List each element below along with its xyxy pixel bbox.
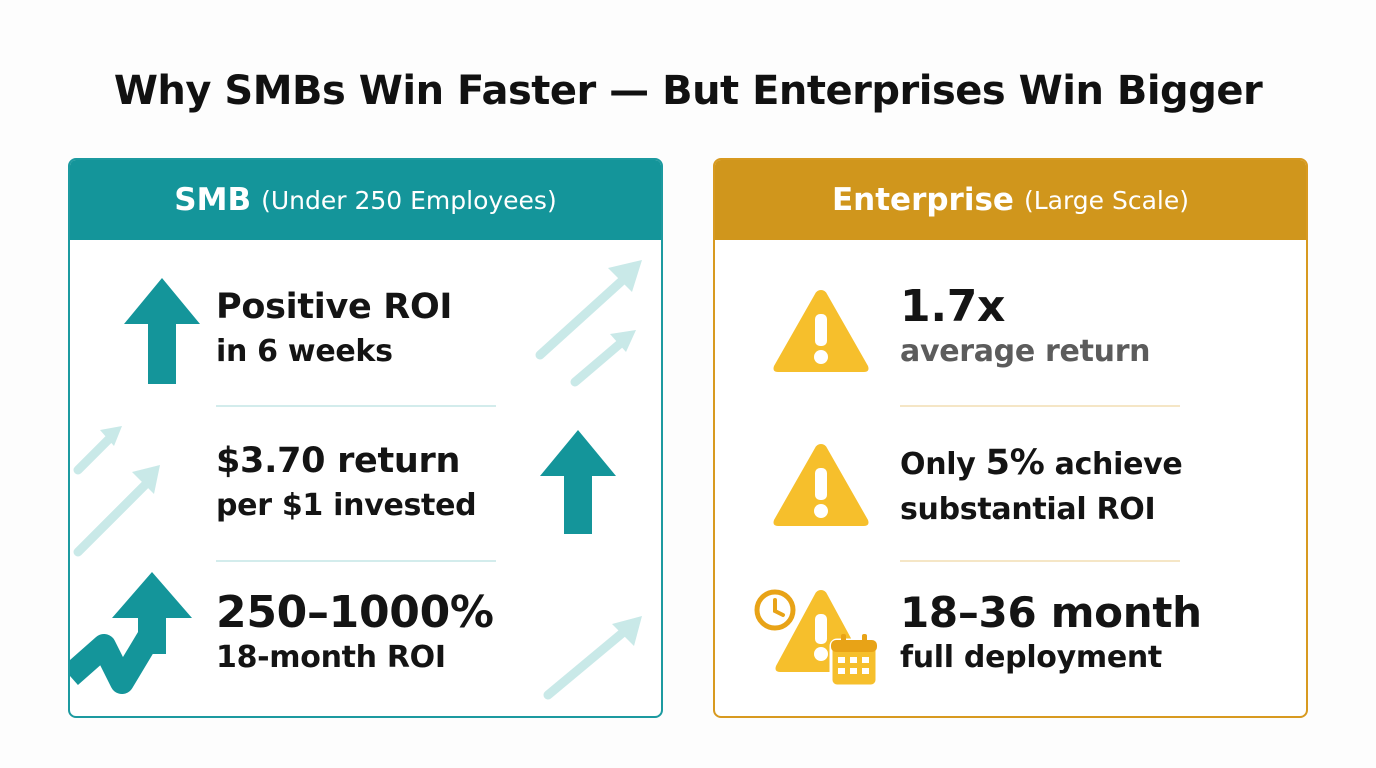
- smb-panel-header: SMB (Under 250 Employees): [70, 160, 661, 240]
- enterprise-header-subtitle: (Large Scale): [1023, 185, 1190, 215]
- enterprise-panel-header: Enterprise (Large Scale): [715, 160, 1306, 240]
- enterprise-item-3-label: full deployment: [900, 640, 1162, 675]
- divider: [216, 560, 496, 562]
- enterprise-panel: Enterprise (Large Scale) 1.7x average re…: [713, 158, 1308, 718]
- warning-icon: [773, 444, 869, 526]
- enterprise-item-deployment: 18–36 month full deployment: [900, 590, 1202, 680]
- enterprise-item-1-label: average return: [900, 334, 1151, 369]
- smb-header-title: SMB: [174, 182, 252, 218]
- warning-icon: [773, 290, 869, 372]
- smb-item-2-value: $3.70 return: [216, 441, 461, 481]
- smb-item-2-label: per $1 invested: [216, 488, 477, 523]
- smb-item-roi-weeks: Positive ROI in 6 weeks: [216, 284, 452, 374]
- enterprise-item-1-value: 1.7x: [900, 281, 1006, 332]
- only-text: Only: [900, 447, 986, 482]
- smb-item-roi-percent: 250–1000% 18-month ROI: [216, 590, 494, 680]
- divider: [900, 560, 1180, 562]
- smb-item-1-label: in 6 weeks: [216, 334, 393, 369]
- smb-item-1-value: Positive ROI: [216, 287, 453, 327]
- smb-panel: SMB (Under 250 Employees): [68, 158, 663, 718]
- divider: [216, 405, 496, 407]
- divider: [900, 405, 1180, 407]
- smb-item-return: $3.70 return per $1 invested: [216, 438, 477, 528]
- smb-item-3-label: 18-month ROI: [216, 640, 446, 675]
- enterprise-item-3-value: 18–36 month: [900, 588, 1202, 637]
- arrow-up-icon: [124, 278, 200, 384]
- enterprise-item-average-return: 1.7x average return: [900, 281, 1151, 374]
- arrow-up-icon: [540, 430, 616, 534]
- page-title: Why SMBs Win Faster — But Enterprises Wi…: [113, 68, 1263, 114]
- five-percent-text: 5%: [985, 443, 1045, 483]
- trend-up-arrow-icon: [70, 572, 192, 694]
- enterprise-item-substantial-roi: Only 5% achieve substantial ROI: [900, 440, 1183, 532]
- enterprise-item-2-value: Only 5% achieve: [900, 440, 1183, 488]
- warning-clock-calendar-icon: [754, 589, 879, 688]
- smb-item-3-value: 250–1000%: [216, 587, 494, 638]
- enterprise-header-title: Enterprise: [831, 182, 1014, 218]
- achieve-text: achieve: [1044, 447, 1183, 482]
- enterprise-item-2-label: substantial ROI: [900, 492, 1156, 527]
- smb-header-subtitle: (Under 250 Employees): [261, 185, 557, 215]
- decorative-arrows-icon: [73, 260, 642, 700]
